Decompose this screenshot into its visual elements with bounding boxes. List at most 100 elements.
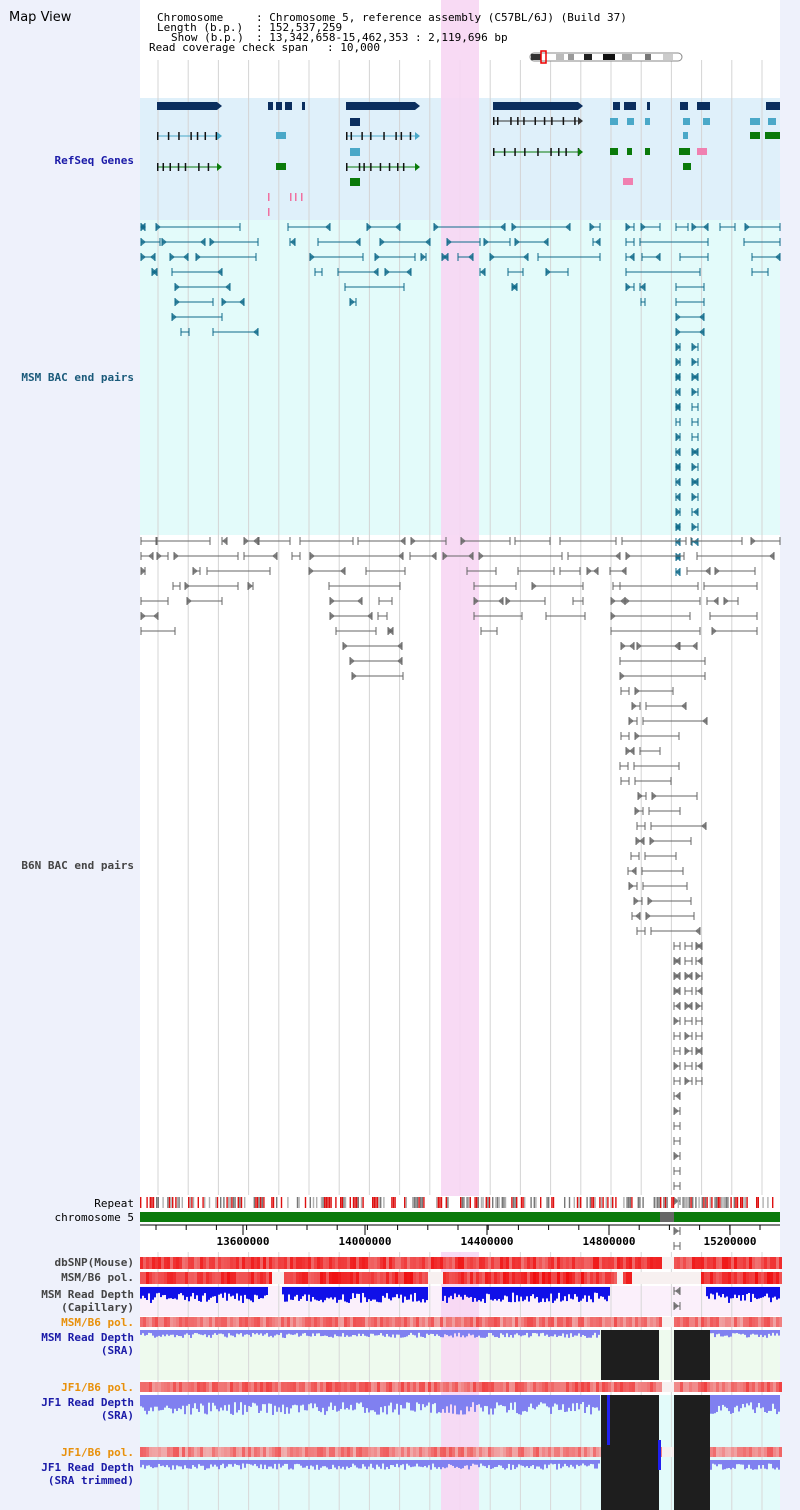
heat-cell <box>593 1317 596 1327</box>
heat-cell <box>680 1272 683 1284</box>
depth-bar <box>756 1287 758 1300</box>
track-label-msm-depth-sra[interactable]: MSM Read Depth <box>41 1331 134 1344</box>
depth-bar <box>334 1460 336 1468</box>
depth-bar <box>548 1460 550 1465</box>
track-label-refseq[interactable]: RefSeq Genes <box>54 154 134 167</box>
track-label-jf1-b6-pol[interactable]: JF1/B6 pol. <box>61 1381 134 1394</box>
depth-bar <box>294 1460 296 1465</box>
depth-bar <box>376 1330 378 1336</box>
ideogram-band <box>603 54 615 60</box>
depth-bar <box>366 1395 368 1409</box>
depth-bar <box>746 1330 748 1338</box>
depth-bar <box>214 1287 216 1297</box>
ideogram-band <box>568 54 574 60</box>
depth-bar <box>556 1460 558 1470</box>
heat-cell <box>353 1257 356 1269</box>
depth-bar <box>764 1287 766 1297</box>
depth-bar <box>196 1287 198 1296</box>
depth-bar <box>208 1287 210 1300</box>
depth-bar <box>530 1287 532 1297</box>
depth-bar <box>760 1330 762 1335</box>
repeat-element <box>576 1197 579 1208</box>
heat-cell <box>674 1272 677 1284</box>
heat-cell <box>752 1317 755 1327</box>
depth-bar <box>540 1330 542 1334</box>
heat-cell <box>206 1447 209 1457</box>
depth-bar <box>156 1395 158 1407</box>
heat-cell <box>629 1382 632 1392</box>
depth-bar <box>502 1460 504 1468</box>
heat-cell <box>725 1257 728 1269</box>
heat-cell <box>566 1447 569 1457</box>
track-label-msm-b6-pol[interactable]: MSM/B6 pol. <box>61 1271 134 1284</box>
track-label-jf1-b6-pol-2[interactable]: JF1/B6 pol. <box>61 1446 134 1459</box>
depth-bar <box>728 1330 730 1338</box>
heat-cell <box>656 1317 659 1327</box>
heat-cell <box>542 1447 545 1457</box>
depth-bar <box>776 1460 778 1468</box>
gene-arrow <box>415 163 420 171</box>
heat-cell <box>635 1317 638 1327</box>
heat-cell <box>224 1447 227 1457</box>
gene-exon <box>363 163 365 171</box>
heat-cell <box>338 1317 341 1327</box>
depth-bar <box>466 1460 468 1466</box>
gene-arrow <box>415 132 420 140</box>
track-label-b6n-bac[interactable]: B6N BAC end pairs <box>21 859 134 872</box>
heat-cell <box>638 1272 641 1284</box>
heat-cell <box>173 1257 176 1269</box>
bac-end-arrow <box>375 253 380 261</box>
depth-bar <box>376 1460 378 1465</box>
depth-bar <box>338 1330 340 1337</box>
depth-bar <box>180 1287 182 1294</box>
depth-bar <box>182 1460 184 1470</box>
depth-bar <box>592 1460 594 1465</box>
heat-cell <box>557 1272 560 1284</box>
depth-bar <box>484 1330 486 1338</box>
heat-cell <box>350 1272 353 1284</box>
heat-cell <box>419 1382 422 1392</box>
track-label-msm-bac[interactable]: MSM BAC end pairs <box>21 371 134 384</box>
repeat-element <box>605 1197 607 1208</box>
depth-bar <box>356 1460 358 1468</box>
heat-cell <box>728 1447 731 1457</box>
heat-cell <box>593 1257 596 1269</box>
repeat-element <box>623 1197 625 1208</box>
depth-bar <box>450 1330 452 1336</box>
depth-bar <box>440 1330 442 1338</box>
repeat-element <box>373 1197 375 1208</box>
bac-end-arrow <box>350 657 355 665</box>
depth-bar <box>240 1460 242 1470</box>
depth-bar <box>414 1287 416 1293</box>
track-label-msm-depth-capillary[interactable]: MSM Read Depth <box>41 1288 134 1301</box>
bac-end-arrow <box>697 942 702 950</box>
depth-bar <box>350 1330 352 1337</box>
depth-bar <box>472 1330 474 1335</box>
depth-bar <box>424 1287 426 1303</box>
depth-bar <box>754 1460 756 1470</box>
track-label-jf1-depth-trimmed[interactable]: JF1 Read Depth <box>41 1461 134 1474</box>
depth-bar <box>490 1395 492 1409</box>
track-label-dbsnp[interactable]: dbSNP(Mouse) <box>54 1256 134 1269</box>
track-label-jf1-depth-sra[interactable]: JF1 Read Depth <box>41 1396 134 1409</box>
repeat-element <box>756 1197 758 1208</box>
depth-bar <box>370 1395 372 1411</box>
track-label-msm-b6-pol-sra[interactable]: MSM/B6 pol. <box>61 1316 134 1329</box>
heat-cell <box>545 1257 548 1269</box>
depth-bar <box>268 1395 270 1404</box>
heat-cell <box>713 1257 716 1269</box>
track-label-msm-depth-sra-sub: (SRA) <box>100 1344 134 1357</box>
bac-end-arrow <box>769 552 774 560</box>
heat-cell <box>356 1382 359 1392</box>
depth-bar <box>290 1330 292 1335</box>
depth-bar <box>160 1330 162 1337</box>
depth-bar <box>766 1330 768 1338</box>
repeat-element <box>420 1197 422 1208</box>
heat-cell <box>557 1257 560 1269</box>
heat-cell <box>398 1272 401 1284</box>
gene-exon <box>565 148 567 156</box>
heat-cell <box>677 1317 680 1327</box>
heat-cell <box>656 1257 659 1269</box>
depth-bar <box>516 1330 518 1334</box>
